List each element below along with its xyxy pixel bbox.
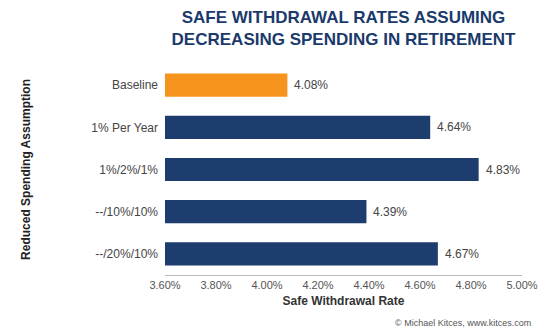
svg-text:5.00%: 5.00% <box>506 279 537 291</box>
svg-text:Baseline: Baseline <box>112 78 158 92</box>
svg-text:4.08%: 4.08% <box>294 78 328 92</box>
svg-text:4.80%: 4.80% <box>455 279 486 291</box>
svg-text:3.80%: 3.80% <box>200 279 231 291</box>
svg-text:4.39%: 4.39% <box>373 205 407 219</box>
svg-text:Safe Withdrawal Rate: Safe Withdrawal Rate <box>283 294 405 308</box>
svg-text:1% Per Year: 1% Per Year <box>91 121 158 135</box>
svg-text:4.83%: 4.83% <box>486 163 520 177</box>
svg-text:4.67%: 4.67% <box>445 247 479 261</box>
svg-text:1%/2%/1%: 1%/2%/1% <box>99 163 158 177</box>
svg-text:© Michael Kitces, www.kitces.c: © Michael Kitces, www.kitces.com <box>395 318 531 328</box>
svg-text:4.60%: 4.60% <box>404 279 435 291</box>
svg-text:3.60%: 3.60% <box>149 279 180 291</box>
svg-text:4.64%: 4.64% <box>437 120 471 134</box>
svg-text:--/10%/10%: --/10%/10% <box>95 205 158 219</box>
svg-text:4.00%: 4.00% <box>251 279 282 291</box>
svg-text:SAFE WITHDRAWAL RATES ASSUMING: SAFE WITHDRAWAL RATES ASSUMINGDECREASING… <box>172 8 516 49</box>
svg-text:--/20%/10%: --/20%/10% <box>95 247 158 261</box>
svg-text:4.40%: 4.40% <box>353 279 384 291</box>
svg-text:Reduced Spending Assumption: Reduced Spending Assumption <box>19 79 33 260</box>
svg-text:4.20%: 4.20% <box>302 279 333 291</box>
